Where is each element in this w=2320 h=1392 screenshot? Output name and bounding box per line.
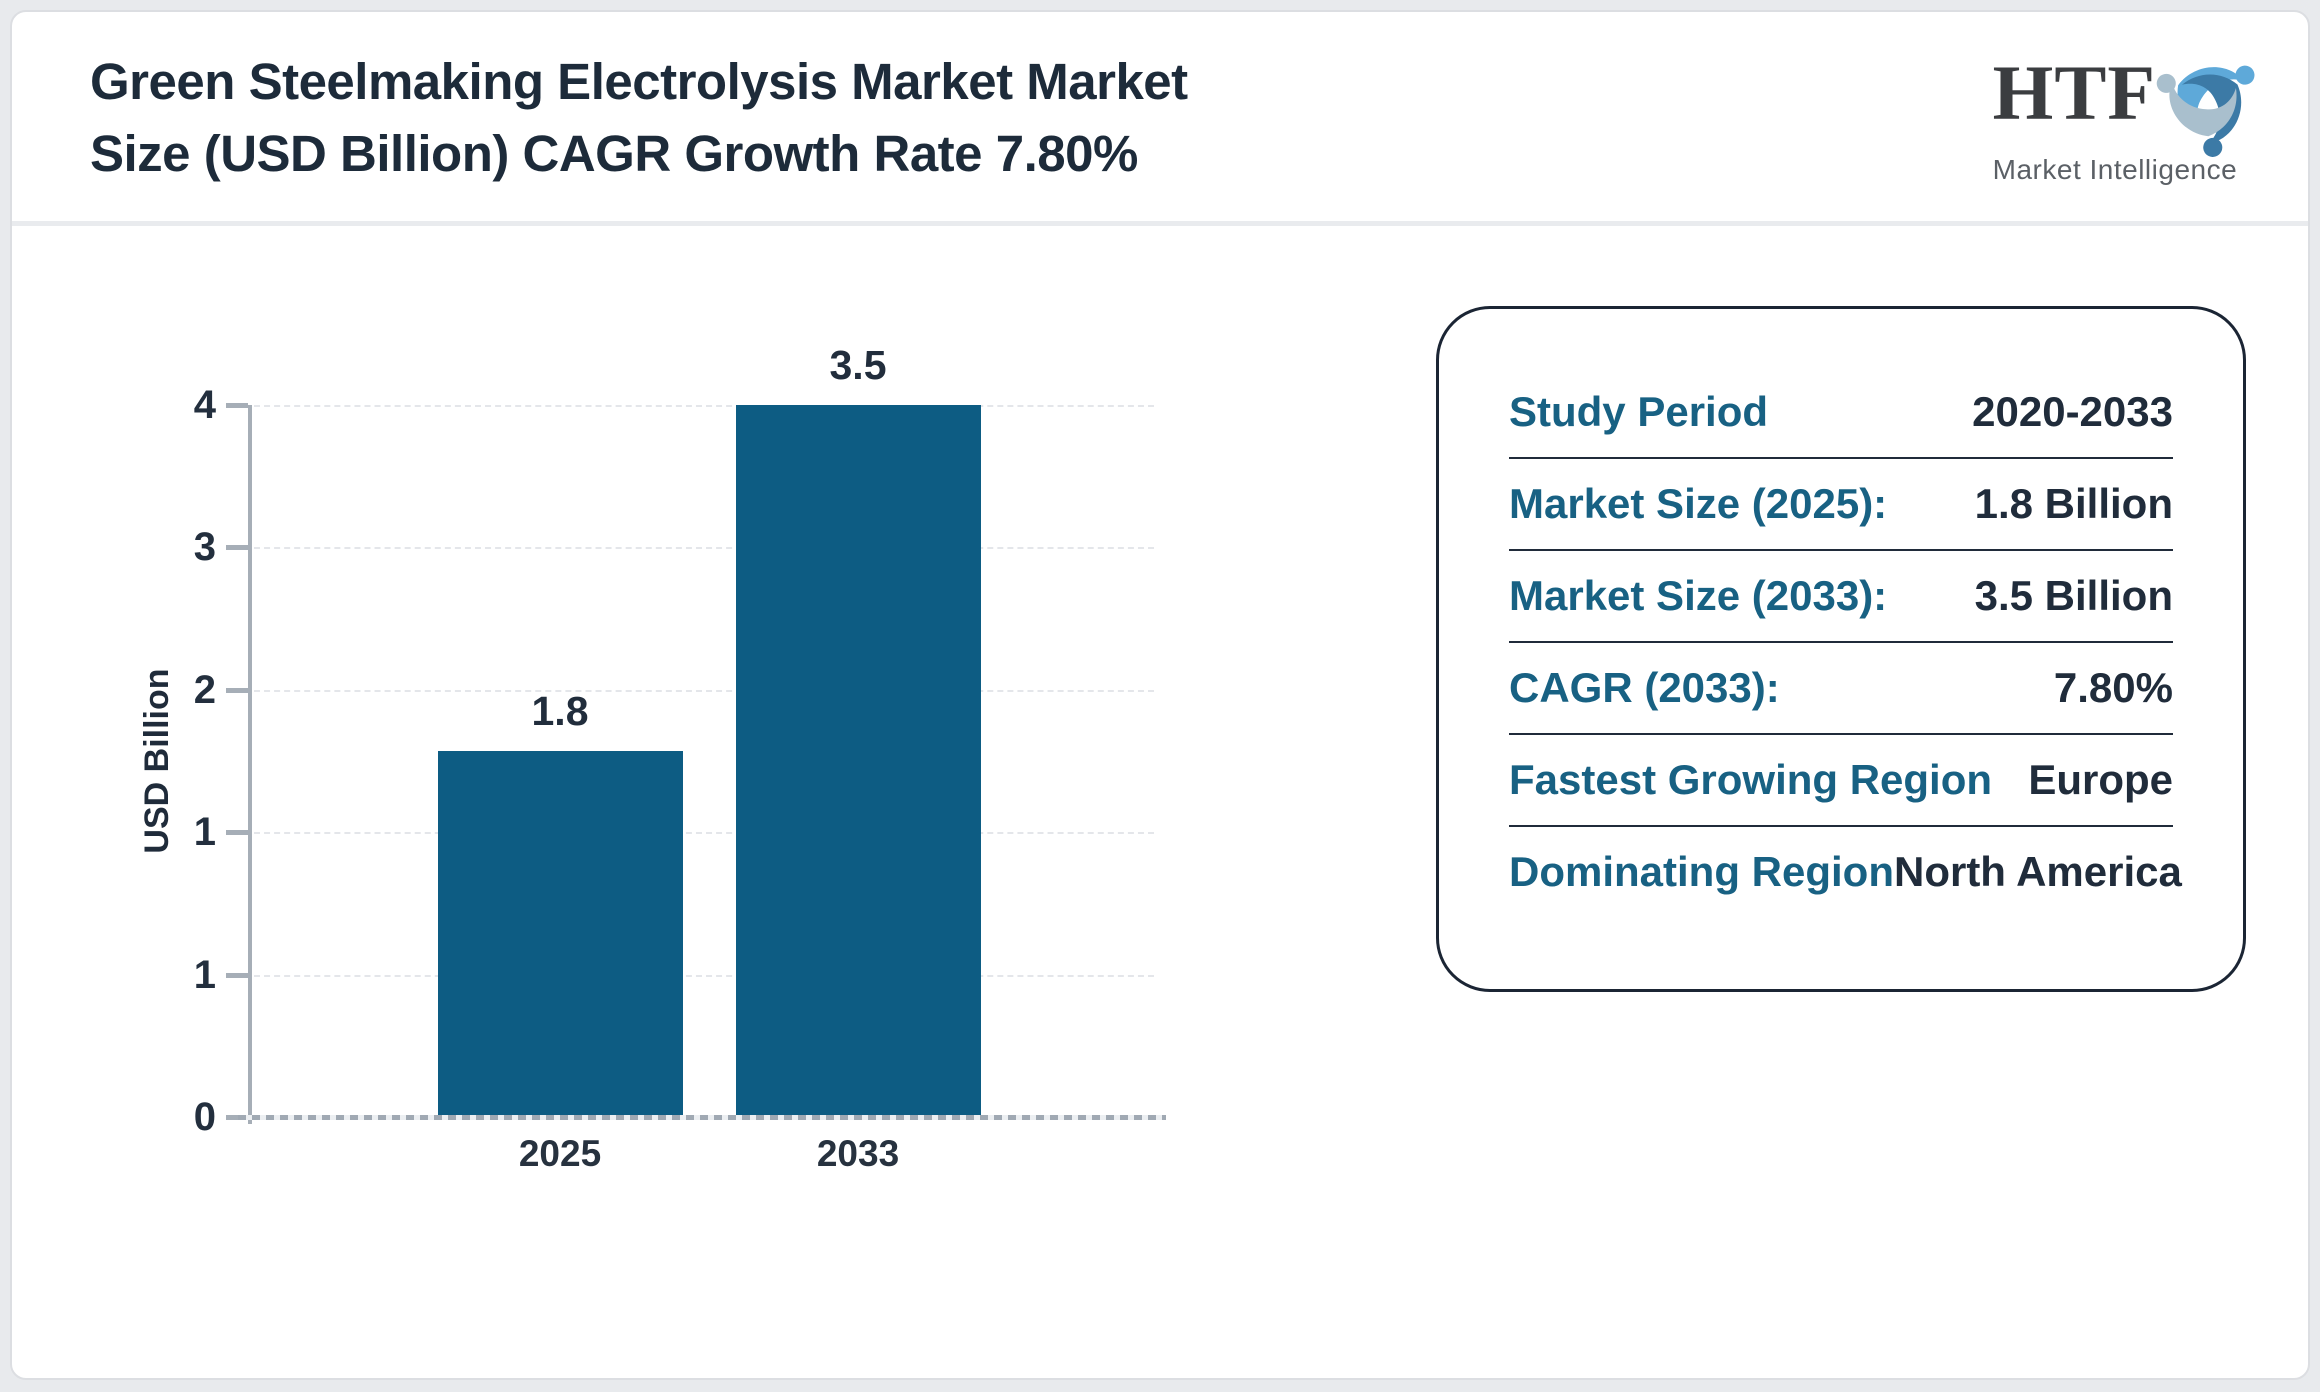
bar-2025 [438, 751, 683, 1117]
gridline [254, 405, 1154, 407]
gridline [254, 832, 1154, 834]
panel-row-cagr: CAGR (2033): 7.80% [1509, 643, 2173, 735]
y-tick-mark [226, 403, 248, 408]
bar-2033 [736, 405, 981, 1117]
y-tick-label: 4 [193, 383, 216, 427]
panel-label: Fastest Growing Region [1509, 756, 1993, 803]
page-title-line-2: Size (USD Billion) CAGR Growth Rate 7.80… [90, 125, 1138, 182]
page-title: Green Steelmaking Electrolysis Market Ma… [90, 46, 1430, 190]
bar-value-label: 3.5 [829, 342, 887, 388]
htf-logo-tagline: Market Intelligence [1992, 154, 2238, 185]
y-tick-mark [226, 688, 248, 693]
y-tick-label: 1 [193, 810, 216, 854]
report-card: Green Steelmaking Electrolysis Market Ma… [10, 10, 2310, 1380]
panel-row-fastest-growing-region: Fastest Growing Region Europe [1509, 735, 2173, 827]
gridline [254, 975, 1154, 977]
panel-label: Market Size (2033): [1509, 572, 1888, 619]
y-tick-label: 1 [193, 953, 216, 997]
market-stats-panel: Study Period 2020-2033 Market Size (2025… [1436, 306, 2246, 992]
panel-value: 1.8 Billion [1974, 480, 2173, 527]
panel-value: 7.80% [2053, 664, 2173, 711]
people-swirl-icon [2156, 65, 2255, 157]
panel-label: Market Size (2025): [1509, 480, 1888, 527]
x-axis-baseline [238, 1115, 1166, 1120]
y-tick-mark [226, 830, 248, 835]
panel-row-study-period: Study Period 2020-2033 [1509, 367, 2173, 459]
panel-value: North America [1893, 848, 2182, 895]
panel-label: CAGR (2033): [1509, 664, 1780, 711]
bar-chart: 4 3 2 1 1 0 1.8 3.5 2025 2033 USD Billio… [138, 342, 1166, 1174]
y-tick-label: 3 [193, 525, 216, 569]
y-axis-line [248, 405, 252, 1124]
gridline [254, 547, 1154, 549]
panel-value: 3.5 Billion [1974, 572, 2173, 619]
y-tick-mark [226, 1115, 248, 1120]
y-axis-title: USD Billion [138, 668, 176, 854]
panel-row-market-size-2033: Market Size (2033): 3.5 Billion [1509, 551, 2173, 643]
page-title-line-1: Green Steelmaking Electrolysis Market Ma… [90, 53, 1188, 110]
y-tick-mark [226, 973, 248, 978]
bar-value-label: 1.8 [531, 688, 589, 734]
y-tick-label: 0 [193, 1095, 216, 1139]
panel-row-market-size-2025: Market Size (2025): 1.8 Billion [1509, 459, 2173, 551]
y-tick-label: 2 [193, 668, 216, 712]
panel-label: Dominating Region [1509, 848, 1894, 895]
htf-logo: HTF Market Inte [1993, 46, 2264, 186]
panel-row-dominating-region: Dominating Region North America [1509, 827, 2182, 917]
htf-logo-text: HTF [1992, 49, 2156, 136]
header-divider [12, 221, 2308, 226]
panel-value: Europe [2028, 756, 2173, 803]
panel-label: Study Period [1509, 388, 1769, 435]
y-tick-mark [226, 545, 248, 550]
gridline [254, 690, 1154, 692]
panel-value: 2020-2033 [1972, 388, 2173, 435]
x-tick-label-2033: 2033 [816, 1133, 900, 1174]
x-tick-label-2025: 2025 [518, 1133, 602, 1174]
